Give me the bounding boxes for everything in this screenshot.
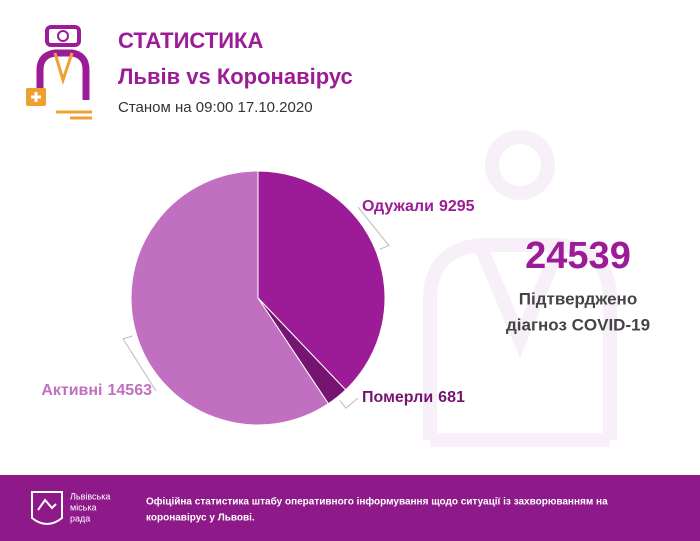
slice-category: Активні: [41, 382, 102, 399]
subtitle: Львів vs Коронавірус: [118, 64, 353, 89]
logo-text: Львівська: [70, 491, 110, 501]
slice-value: 9295: [439, 198, 475, 215]
slice-category: Померли: [362, 389, 433, 406]
leader-line: [122, 335, 157, 392]
slice-category: Одужали: [362, 198, 434, 215]
leader-line: [339, 397, 359, 409]
logo-text: рада: [70, 513, 90, 523]
footer-text: коронавірус у Львові.: [146, 513, 255, 524]
slice-value: 14563: [108, 382, 153, 399]
date: Станом на 09:00 17.10.2020: [118, 99, 313, 116]
slice-label: Померли 681: [362, 389, 465, 406]
footer: [0, 475, 700, 541]
total-label: Підтверджено: [519, 289, 637, 308]
logo-text: міська: [70, 502, 97, 512]
slice-label: Активні 14563: [41, 382, 152, 399]
footer-text: Офіційна статистика штабу оперативного і…: [146, 496, 608, 508]
pie-chart: Одужали 9295 Померли 681 Активні 14563: [41, 170, 475, 426]
footer-logo: [31, 491, 63, 525]
background-icon: [423, 130, 617, 447]
pie-slice: [257, 170, 386, 391]
leader-line: [357, 206, 390, 250]
total-number: 24539: [525, 235, 631, 277]
slice-value: 681: [438, 389, 465, 406]
title: СТАТИСТИКА: [118, 28, 263, 53]
slice-label: Одужали 9295: [362, 198, 475, 215]
pie-slice: [130, 170, 330, 426]
total-label: діагноз COVID-19: [506, 315, 650, 334]
header-icon: [26, 25, 92, 120]
